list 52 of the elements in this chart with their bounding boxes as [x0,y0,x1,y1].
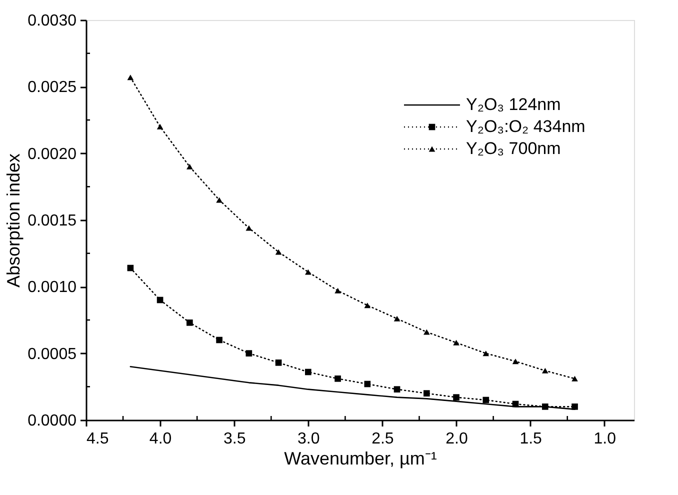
point [482,350,490,356]
point [572,376,578,382]
y-tick-label: 0.0025 [28,79,77,96]
x-tick-label: 2.5 [372,430,394,448]
point [572,404,578,410]
point [305,368,312,376]
point [453,340,460,346]
y-tick-label: 0.0010 [28,279,77,296]
x-tick-label: 4.5 [86,430,109,448]
x-tick-label: 1.0 [594,430,616,448]
point [127,74,134,80]
x-tick-label: 3.0 [298,430,320,448]
x-tick-label: 3.5 [223,430,246,448]
legend-label: Y₂O₃ 124nm [466,95,561,114]
point [394,316,400,322]
point [156,124,164,130]
point [423,390,430,396]
y-tick-label: 0.0020 [28,146,77,163]
point [186,164,193,170]
point [512,358,519,364]
y-tick-label: 0.0000 [28,412,77,430]
x-tick-label: 1.5 [520,430,542,448]
point [275,249,282,255]
point [216,336,222,344]
y-tick-label: 0.0015 [28,212,77,230]
y-tick-label: 0.0030 [28,12,77,30]
point [246,225,252,231]
point [423,329,430,335]
point [542,368,548,374]
x-tick-label: 2.0 [446,430,468,448]
point [334,376,341,382]
x-axis-title: Wavenumber, µm⁻¹ [284,448,437,468]
y-tick-label: 0.0005 [28,346,77,363]
point [246,350,252,356]
point [453,394,460,400]
point [275,360,282,366]
point [482,396,490,404]
point [542,404,548,410]
legend-label: Y₂O₃:O₂ 434nm [466,117,586,136]
point [334,288,341,294]
point [364,380,371,388]
point [186,320,193,326]
point [127,264,134,272]
y-axis-title: Absorption index [4,153,24,288]
point [394,386,400,392]
point [216,197,222,203]
point [156,296,164,304]
legend-label: Y₂O₃ 700nm [466,139,561,158]
point [364,302,371,308]
point [305,269,312,275]
x-tick-label: 4.0 [149,430,172,448]
point [512,400,519,408]
